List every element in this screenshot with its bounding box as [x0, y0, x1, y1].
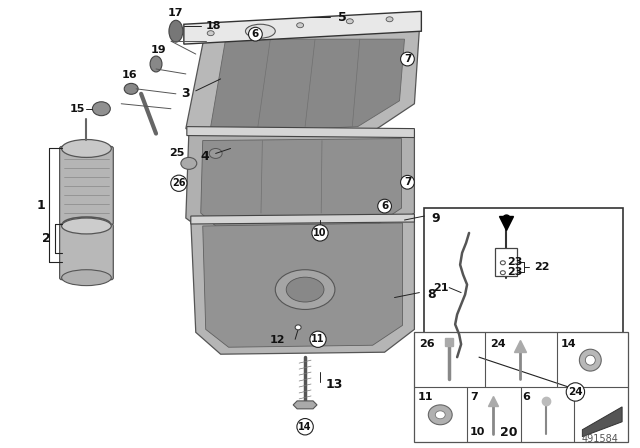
Text: 11: 11: [311, 334, 324, 344]
Text: 23: 23: [507, 267, 522, 277]
Ellipse shape: [169, 20, 183, 42]
Text: 22: 22: [534, 262, 549, 272]
Text: 20: 20: [500, 426, 518, 439]
Ellipse shape: [286, 277, 324, 302]
Text: 26: 26: [419, 339, 435, 349]
Text: 7: 7: [470, 392, 478, 402]
Text: 6: 6: [252, 29, 259, 39]
Ellipse shape: [500, 261, 506, 265]
Polygon shape: [203, 223, 403, 347]
Polygon shape: [184, 11, 421, 44]
Text: 5: 5: [338, 11, 347, 24]
Text: 11: 11: [417, 392, 433, 402]
Ellipse shape: [386, 17, 393, 22]
Ellipse shape: [63, 217, 110, 231]
Text: 16: 16: [122, 70, 137, 80]
Ellipse shape: [500, 271, 506, 275]
Text: 17: 17: [168, 9, 184, 18]
Text: 13: 13: [326, 378, 343, 391]
Text: 18: 18: [205, 21, 221, 31]
Text: 10: 10: [470, 426, 485, 437]
Ellipse shape: [247, 27, 254, 32]
Polygon shape: [191, 216, 415, 354]
Text: 3: 3: [182, 87, 190, 100]
Text: 1: 1: [36, 198, 45, 211]
Text: 2: 2: [42, 232, 51, 245]
Ellipse shape: [124, 83, 138, 95]
Polygon shape: [201, 138, 401, 232]
Ellipse shape: [246, 24, 275, 38]
Text: 23: 23: [507, 257, 522, 267]
Text: 14: 14: [298, 422, 312, 432]
Text: 10: 10: [313, 228, 327, 238]
Text: 4: 4: [200, 150, 209, 163]
Text: 491584: 491584: [581, 434, 618, 444]
Text: 24: 24: [490, 339, 506, 349]
Text: 15: 15: [70, 104, 86, 114]
Text: 7: 7: [404, 177, 411, 187]
Text: 26: 26: [172, 178, 186, 188]
FancyBboxPatch shape: [424, 208, 623, 442]
FancyBboxPatch shape: [495, 248, 516, 276]
Ellipse shape: [579, 349, 601, 371]
Ellipse shape: [92, 102, 110, 116]
Ellipse shape: [428, 405, 452, 425]
Ellipse shape: [435, 411, 445, 419]
FancyBboxPatch shape: [415, 332, 628, 442]
Text: 7: 7: [404, 54, 411, 64]
Ellipse shape: [275, 270, 335, 310]
Text: 8: 8: [428, 288, 436, 301]
Ellipse shape: [295, 325, 301, 330]
Ellipse shape: [61, 218, 111, 234]
Ellipse shape: [297, 23, 303, 28]
FancyBboxPatch shape: [60, 146, 113, 225]
Polygon shape: [186, 130, 415, 240]
Ellipse shape: [150, 56, 162, 72]
Text: 6: 6: [523, 392, 531, 402]
Ellipse shape: [61, 139, 111, 157]
Polygon shape: [211, 39, 404, 133]
Polygon shape: [187, 127, 415, 138]
Polygon shape: [582, 407, 622, 437]
Text: 12: 12: [269, 335, 285, 345]
Ellipse shape: [61, 270, 111, 286]
Text: 21: 21: [433, 283, 448, 293]
Polygon shape: [293, 401, 317, 409]
Text: 9: 9: [431, 211, 440, 224]
Ellipse shape: [586, 355, 595, 365]
Polygon shape: [191, 214, 415, 224]
Text: 19: 19: [150, 45, 166, 55]
Ellipse shape: [346, 19, 353, 24]
Ellipse shape: [181, 157, 196, 169]
Polygon shape: [186, 29, 419, 141]
Text: 24: 24: [568, 387, 582, 397]
Text: 14: 14: [561, 339, 576, 349]
Ellipse shape: [207, 31, 214, 36]
Ellipse shape: [209, 148, 222, 159]
Text: 6: 6: [381, 201, 388, 211]
Text: 25: 25: [169, 148, 184, 159]
FancyBboxPatch shape: [60, 224, 113, 280]
